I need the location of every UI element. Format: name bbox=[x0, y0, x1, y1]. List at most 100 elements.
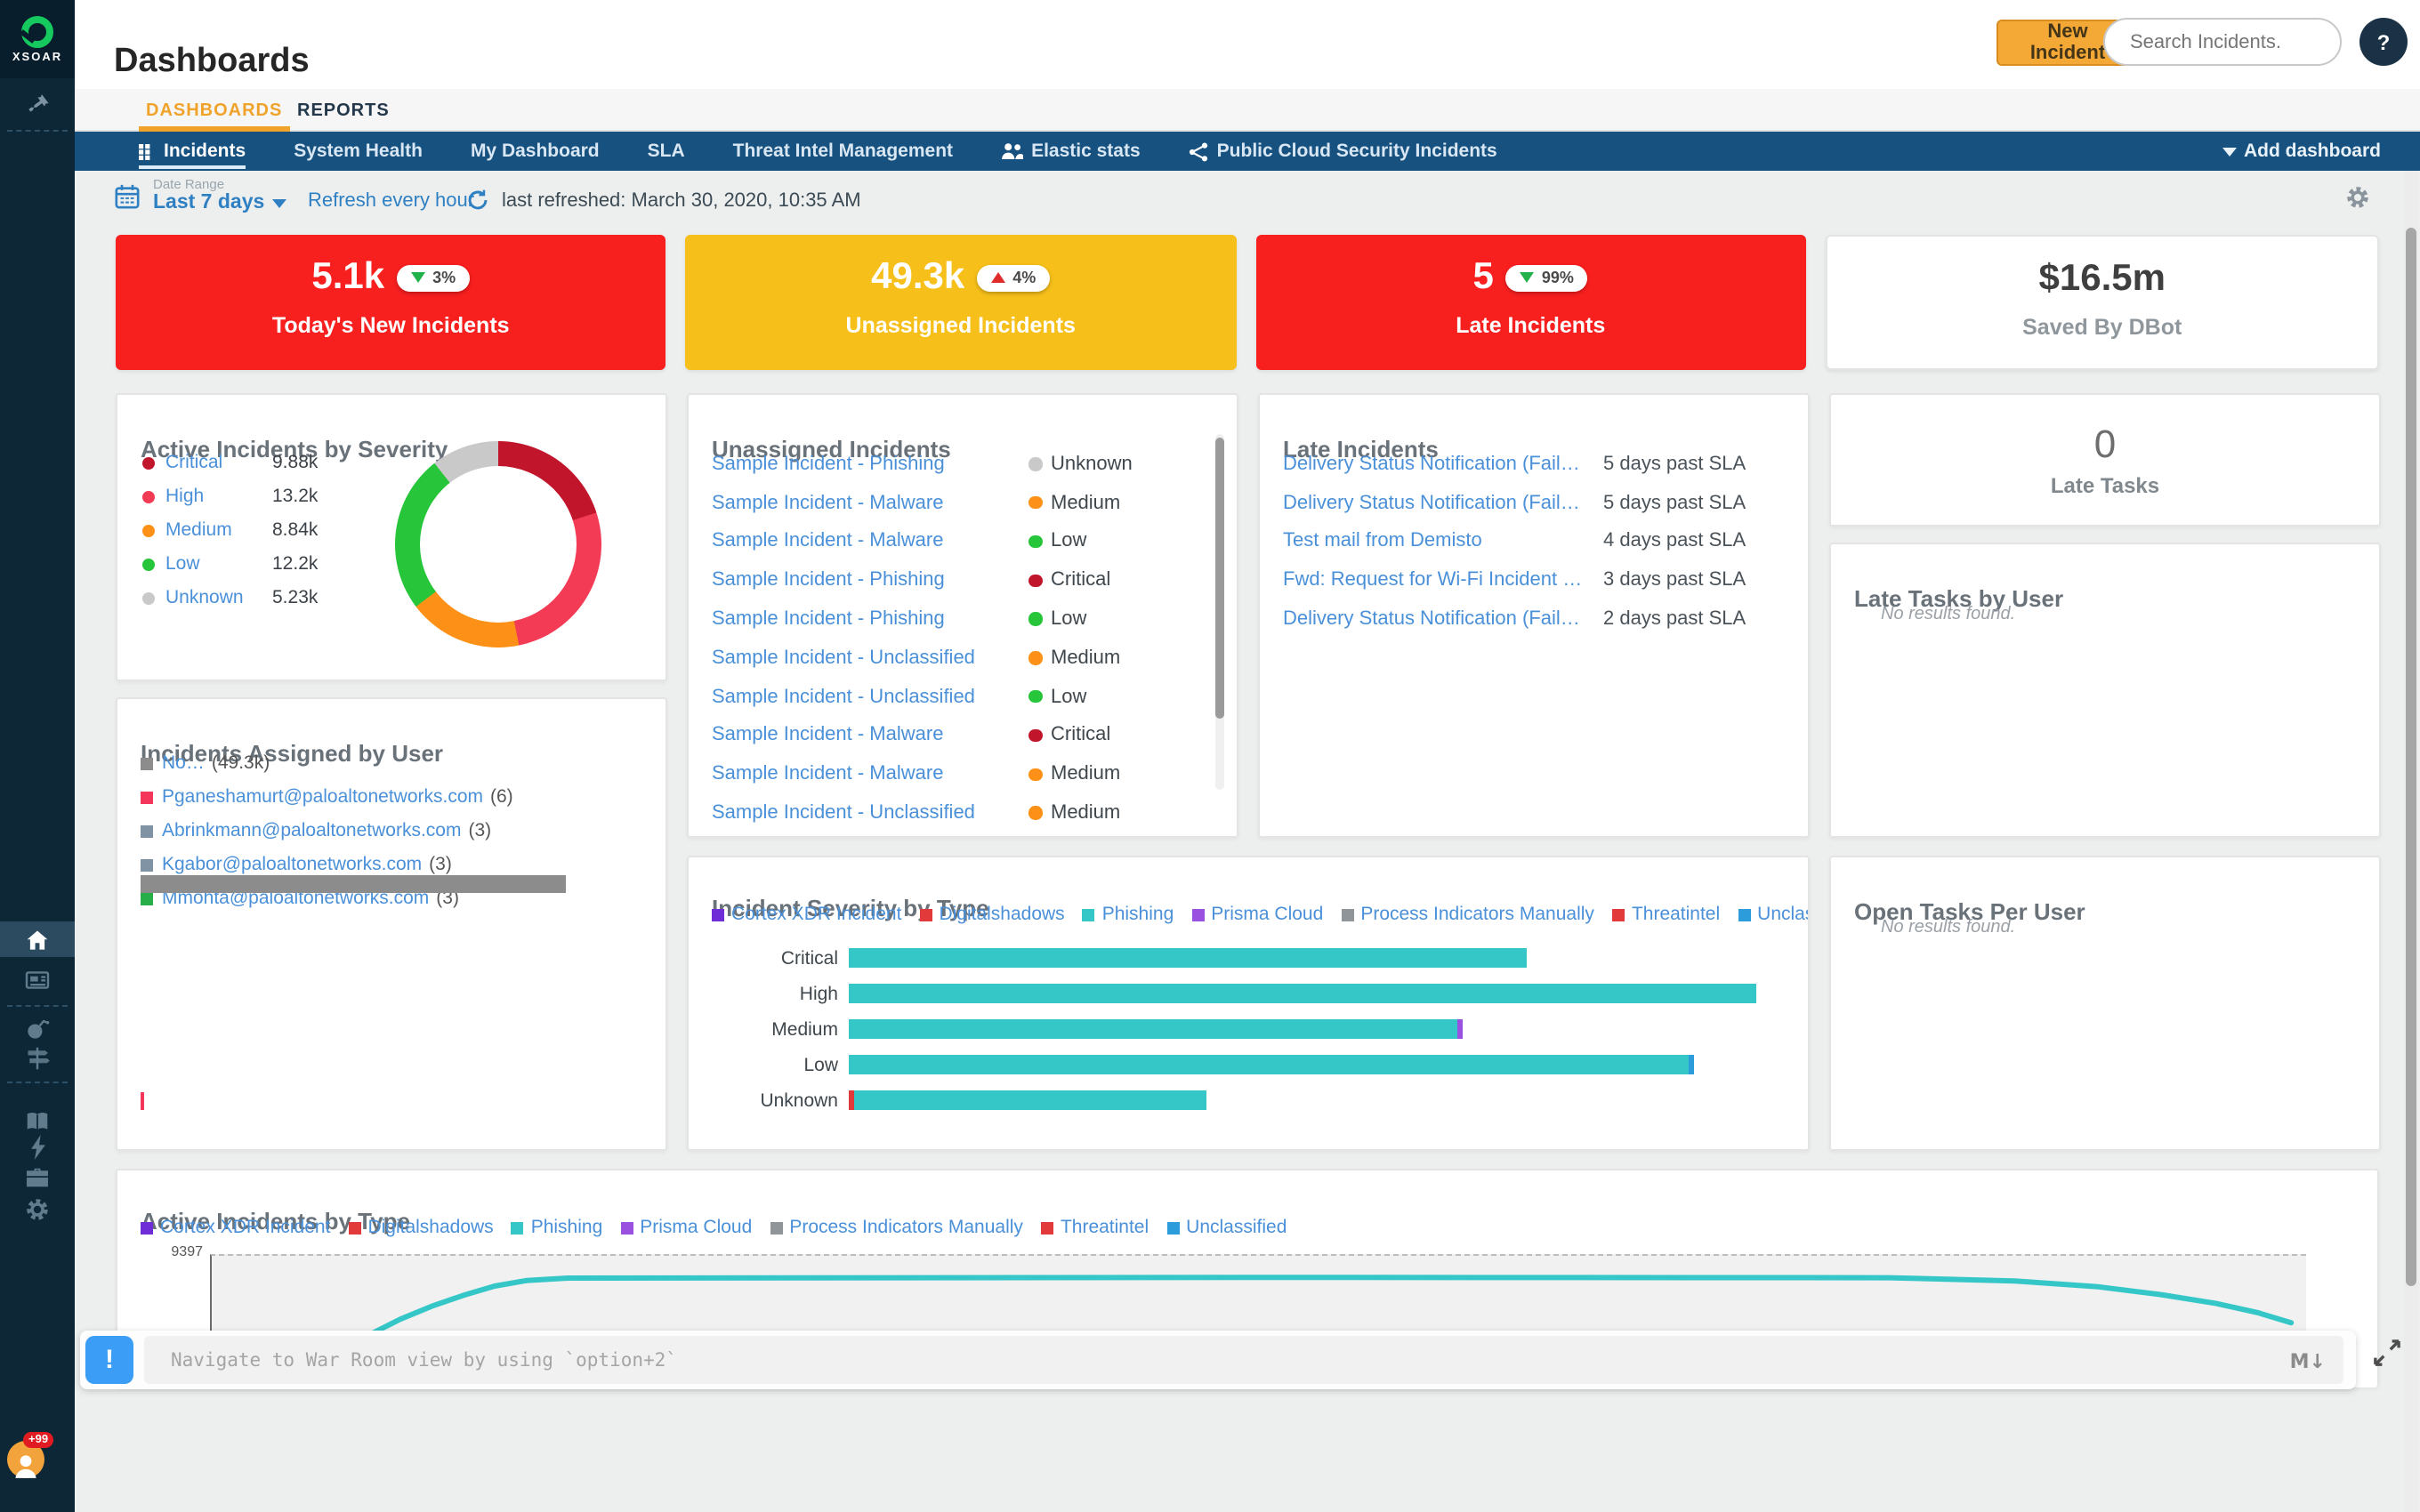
search-input[interactable] bbox=[2103, 18, 2342, 66]
tab-reports[interactable]: REPORTS bbox=[297, 89, 390, 132]
incident-link[interactable]: Sample Incident - Malware bbox=[712, 725, 943, 746]
legend-label[interactable]: Phishing bbox=[531, 1217, 603, 1238]
legend-swatch bbox=[141, 892, 153, 905]
legend-label[interactable]: Cortex XDR Incident bbox=[731, 904, 901, 925]
command-placeholder: Navigate to War Room view by using `opti… bbox=[171, 1349, 677, 1371]
legend-label[interactable]: Prisma Cloud bbox=[1211, 904, 1323, 925]
legend-label[interactable]: Medium bbox=[165, 519, 272, 541]
list-scrollbar[interactable] bbox=[1215, 434, 1224, 790]
dashboard-tab[interactable]: Incidents bbox=[139, 132, 246, 171]
legend-label[interactable]: Abrinkmann@paloaltonetworks.com bbox=[162, 820, 462, 841]
legend-label[interactable]: No… bbox=[162, 752, 205, 774]
kpi-card[interactable]: 5.1k 3% Today's New Incidents bbox=[116, 235, 666, 370]
alert-icon[interactable]: ! bbox=[85, 1336, 133, 1384]
dashboard-tab[interactable]: Public Cloud Security Incidents bbox=[1189, 132, 1497, 171]
bar-segment[interactable] bbox=[1457, 1019, 1463, 1039]
bar-segment[interactable] bbox=[849, 1019, 1457, 1039]
legend-label[interactable]: Process Indicators Manually bbox=[1360, 904, 1594, 925]
kpi-card[interactable]: 5 99% Late Incidents bbox=[1255, 235, 1806, 370]
legend-label[interactable]: Prisma Cloud bbox=[640, 1217, 752, 1238]
legend-label[interactable]: Digitalshadows bbox=[939, 904, 1064, 925]
sidebar-item-jobs-briefcase[interactable] bbox=[0, 1160, 75, 1195]
bar-segment[interactable] bbox=[849, 948, 1527, 968]
add-dashboard-button[interactable]: Add dashboard bbox=[2222, 141, 2381, 162]
legend-label[interactable]: High bbox=[165, 486, 272, 507]
xsoar-logo[interactable]: XSOAR bbox=[0, 0, 75, 78]
date-range-select[interactable]: Last 7 days bbox=[153, 192, 286, 213]
severity-dot bbox=[1028, 496, 1042, 510]
kpi-value: $16.5m bbox=[2039, 258, 2166, 301]
severity-cell: Critical bbox=[1028, 570, 1110, 591]
legend-label[interactable]: Unclassified bbox=[1186, 1217, 1287, 1238]
legend-label[interactable]: Mmohta@paloaltonetworks.com bbox=[162, 888, 429, 909]
incident-link[interactable]: Sample Incident - Phishing bbox=[712, 570, 945, 591]
bar-category-label: Medium bbox=[712, 1018, 838, 1040]
legend-label[interactable]: Unknown bbox=[165, 587, 272, 608]
incident-link[interactable]: Test mail from Demisto bbox=[1283, 531, 1482, 552]
refresh-interval-link[interactable]: Refresh every hour bbox=[308, 190, 474, 212]
legend-value: 5.23k bbox=[272, 587, 318, 608]
sidebar-item-home[interactable] bbox=[0, 921, 75, 957]
sidebar-item-signpost[interactable] bbox=[0, 1041, 75, 1076]
incident-link[interactable]: Sample Incident - Phishing bbox=[712, 608, 945, 630]
legend-dot bbox=[142, 591, 155, 604]
expand-icon[interactable] bbox=[2374, 1339, 2400, 1375]
legend-label[interactable]: Digitalshadows bbox=[367, 1217, 493, 1238]
incident-link[interactable]: Sample Incident - Unclassified bbox=[712, 802, 975, 824]
legend-label[interactable]: Phishing bbox=[1102, 904, 1174, 925]
incident-link[interactable]: Fwd: Request for Wi-Fi Incident … bbox=[1283, 570, 1582, 591]
dashboard-settings-gear-icon[interactable] bbox=[2345, 185, 2370, 219]
legend-label[interactable]: Threatintel bbox=[1632, 904, 1720, 925]
incident-link[interactable]: Sample Incident - Unclassified bbox=[712, 686, 975, 707]
refresh-icon[interactable] bbox=[466, 189, 489, 221]
legend-label[interactable]: Unclassified bbox=[1757, 904, 1810, 925]
severity-cell: Low bbox=[1028, 531, 1086, 552]
legend-label[interactable]: Process Indicators Manually bbox=[789, 1217, 1023, 1238]
legend-label[interactable]: Cortex XDR Incident bbox=[160, 1217, 330, 1238]
list-item: Sample Incident - Malware Critical bbox=[712, 716, 1198, 755]
bar-segment[interactable] bbox=[853, 1090, 1206, 1110]
kpi-card[interactable]: $16.5m Saved By DBot bbox=[1826, 235, 2380, 370]
dashboard-tab[interactable]: SLA bbox=[648, 132, 685, 171]
legend-label[interactable]: Threatintel bbox=[1061, 1217, 1149, 1238]
bar-segment[interactable] bbox=[849, 984, 1756, 1003]
dashboard-tab[interactable]: My Dashboard bbox=[471, 132, 600, 171]
calendar-icon bbox=[114, 183, 141, 219]
incident-link[interactable]: Delivery Status Notification (Fail… bbox=[1283, 608, 1580, 630]
sidebar-divider bbox=[7, 1005, 68, 1007]
dashboard-tab[interactable]: Elastic stats bbox=[1001, 132, 1141, 171]
bar-segment[interactable] bbox=[1690, 1055, 1695, 1074]
legend-label[interactable]: Pganeshamurt@paloaltonetworks.com bbox=[162, 786, 483, 808]
pin-icon[interactable] bbox=[0, 85, 75, 121]
incident-link[interactable]: Sample Incident - Phishing bbox=[712, 454, 945, 475]
kpi-trend-pill: 3% bbox=[397, 264, 470, 291]
incident-link[interactable]: Sample Incident - Malware bbox=[712, 492, 943, 513]
sla-text: 3 days past SLA bbox=[1603, 570, 1746, 591]
legend-value: (3) bbox=[436, 888, 459, 909]
legend-item: Process Indicators Manually bbox=[1341, 904, 1594, 925]
legend-swatch bbox=[919, 908, 932, 921]
legend-label[interactable]: Low bbox=[165, 553, 272, 575]
page-scrollbar[interactable] bbox=[2404, 171, 2418, 1512]
dashboard-tab[interactable]: Threat Intel Management bbox=[733, 132, 953, 171]
legend-label[interactable]: Critical bbox=[165, 452, 272, 473]
sidebar-item-settings-gear[interactable] bbox=[0, 1192, 75, 1227]
bar-segment[interactable] bbox=[849, 1055, 1690, 1074]
list-item: Sample Incident - Unclassified Low bbox=[712, 678, 1198, 717]
incident-link[interactable]: Sample Incident - Malware bbox=[712, 531, 943, 552]
severity-donut[interactable] bbox=[395, 441, 601, 647]
incident-link[interactable]: Sample Incident - Malware bbox=[712, 764, 943, 785]
legend-swatch bbox=[1041, 1221, 1053, 1234]
sidebar-item-incident-feed[interactable] bbox=[0, 962, 75, 998]
legend-swatch bbox=[141, 1221, 153, 1234]
incident-link[interactable]: Delivery Status Notification (Fail… bbox=[1283, 492, 1580, 513]
tab-dashboards[interactable]: DASHBOARDS bbox=[146, 89, 282, 132]
command-input[interactable]: Navigate to War Room view by using `opti… bbox=[144, 1336, 2343, 1384]
legend-label[interactable]: Kgabor@paloaltonetworks.com bbox=[162, 854, 422, 875]
help-button[interactable]: ? bbox=[2360, 18, 2408, 66]
kpi-card[interactable]: 49.3k 4% Unassigned Incidents bbox=[686, 235, 1237, 370]
markdown-icon[interactable]: M↓ bbox=[2290, 1350, 2326, 1373]
incident-link[interactable]: Delivery Status Notification (Fail… bbox=[1283, 454, 1580, 475]
incident-link[interactable]: Sample Incident - Unclassified bbox=[712, 647, 975, 669]
dashboard-tab[interactable]: System Health bbox=[294, 132, 423, 171]
